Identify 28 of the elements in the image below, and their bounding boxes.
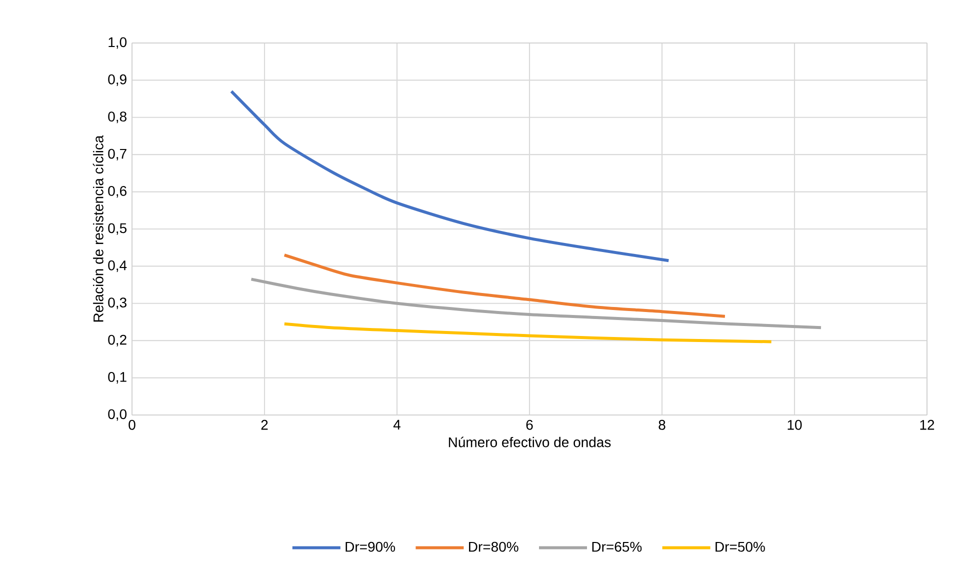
- line-series: [250, 278, 823, 330]
- y-tick-label: 0,7: [108, 148, 126, 160]
- y-tick-label: 0,1: [108, 372, 126, 384]
- y-tick-label: 0,2: [108, 334, 126, 346]
- x-axis-title: Número efectivo de ondas: [448, 436, 611, 448]
- line-series: [282, 322, 773, 344]
- y-tick-label: 0,6: [108, 186, 126, 198]
- legend-label: Dr=65%: [592, 542, 642, 552]
- legend-label: Dr=80%: [469, 542, 518, 552]
- legend-label: Dr=90%: [346, 542, 396, 552]
- y-tick-label: 0,0: [108, 409, 127, 421]
- x-tick-label: 0: [128, 420, 136, 430]
- y-tick-label: 0,4: [108, 260, 127, 272]
- x-tick-label: 10: [788, 420, 802, 430]
- y-axis-title: Relación de resistencia cíclica: [92, 135, 104, 322]
- y-tick-label: 1,0: [108, 37, 127, 49]
- y-tick-label: 0,3: [108, 298, 126, 310]
- y-tick-label: 0,9: [108, 74, 126, 86]
- x-tick-label: 6: [526, 420, 533, 430]
- line-series: [230, 90, 670, 262]
- x-tick-label: 12: [920, 420, 934, 430]
- y-tick-label: 0,8: [108, 112, 126, 124]
- x-tick-label: 4: [393, 420, 400, 430]
- y-tick-label: 0,5: [108, 223, 126, 235]
- x-tick-label: 8: [658, 420, 666, 430]
- line-series: [282, 254, 726, 318]
- x-tick-label: 2: [261, 420, 268, 430]
- legend-label: Dr=50%: [716, 542, 765, 552]
